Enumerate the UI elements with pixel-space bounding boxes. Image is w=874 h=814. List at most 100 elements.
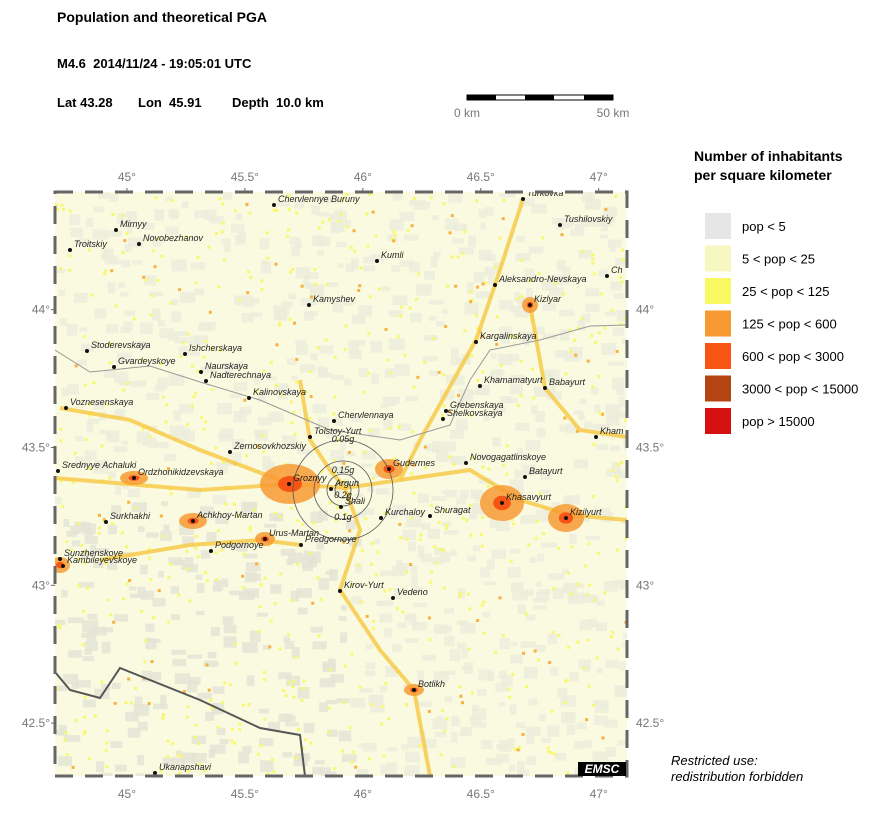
- land-cell: [601, 342, 617, 355]
- land-cell: [351, 340, 366, 346]
- pop-cell: [314, 282, 318, 286]
- land-cell: [152, 237, 162, 247]
- land-cell: [268, 411, 284, 422]
- pop-cell: [270, 758, 274, 762]
- pop-cell: [576, 640, 580, 644]
- pop-cell: [83, 695, 87, 699]
- pop-cell: [368, 295, 372, 299]
- land-cell: [421, 654, 436, 661]
- pop-cell: [347, 450, 351, 454]
- lat-tick-label: 44°: [32, 303, 50, 317]
- land-cell: [291, 245, 300, 257]
- land-cell: [111, 505, 122, 517]
- pop-cell: [332, 412, 336, 416]
- pop-cell: [165, 403, 169, 407]
- land-cell: [415, 523, 426, 528]
- pop-cell: [611, 630, 615, 634]
- event: M4.6 2014/11/24 - 19:05:01 UTC: [57, 56, 252, 71]
- pop-cell: [300, 699, 304, 703]
- pop-cell: [591, 261, 595, 265]
- land-cell: [200, 506, 214, 517]
- pop-cell: [501, 217, 505, 221]
- pop-cell: [480, 544, 484, 548]
- pop-cell: [65, 753, 69, 757]
- pop-cell: [563, 416, 567, 420]
- land-cell: [562, 585, 571, 594]
- city-dot: [379, 516, 383, 520]
- land-cell: [393, 588, 401, 600]
- pop-cell: [374, 234, 378, 238]
- land-cell: [334, 209, 343, 216]
- pop-cell: [248, 528, 252, 532]
- legend-title: per square kilometer: [694, 167, 832, 183]
- land-cell: [248, 573, 261, 581]
- pop-cell: [248, 525, 252, 529]
- land-cell: [542, 333, 558, 340]
- pop-cell: [220, 230, 224, 234]
- pop-cell: [482, 600, 486, 604]
- city-dot: [263, 537, 267, 541]
- land-cell: [181, 201, 189, 209]
- land-cell: [352, 314, 366, 324]
- land-cell: [194, 210, 208, 219]
- land-cell: [135, 773, 145, 776]
- city-label: Vedeno: [397, 587, 428, 597]
- land-cell: [459, 489, 469, 500]
- land-cell: [394, 364, 410, 376]
- city-dot: [228, 450, 232, 454]
- land-cell: [491, 549, 506, 559]
- pop-cell: [502, 463, 506, 467]
- pop-cell: [152, 616, 156, 620]
- land-cell: [101, 683, 111, 691]
- land-cell: [127, 237, 144, 248]
- lat: Lat 43.28: [57, 95, 113, 110]
- pop-cell: [586, 593, 590, 597]
- pop-cell: [557, 546, 561, 550]
- pop-cell: [151, 294, 155, 298]
- pop-cell: [103, 272, 107, 276]
- land-cell: [578, 659, 592, 669]
- city-dot: [308, 435, 312, 439]
- land-cell: [623, 633, 627, 639]
- pop-cell: [242, 703, 246, 707]
- land-cell: [117, 282, 125, 289]
- pop-cell: [316, 346, 320, 350]
- land-cell: [592, 423, 606, 430]
- land-cell: [66, 383, 79, 395]
- pop-cell: [256, 752, 260, 756]
- land-cell: [231, 438, 245, 450]
- pop-cell: [357, 288, 361, 292]
- pop-cell: [405, 570, 409, 574]
- land-cell: [84, 450, 97, 460]
- land-cell: [61, 387, 69, 397]
- land-cell: [296, 588, 313, 598]
- city-label: Podgornoye: [215, 540, 264, 550]
- pop-cell: [241, 586, 245, 590]
- pop-cell: [169, 492, 173, 496]
- city-dot: [104, 520, 108, 524]
- pop-cell: [90, 293, 94, 297]
- land-cell: [60, 317, 67, 326]
- land-cell: [290, 590, 300, 602]
- pop-cell: [505, 444, 509, 448]
- land-cell: [260, 760, 274, 772]
- pop-cell: [469, 533, 473, 537]
- land-cell: [623, 438, 627, 449]
- land-cell: [620, 687, 627, 697]
- land-cell: [330, 221, 341, 234]
- lon-tick-label: 46.5°: [467, 787, 495, 801]
- land-cell: [86, 421, 94, 433]
- land-cell: [69, 214, 81, 225]
- land-cell: [594, 715, 609, 726]
- land-cell: [396, 622, 407, 629]
- pop-cell: [468, 503, 472, 507]
- land-cell: [376, 487, 390, 495]
- pop-cell: [416, 375, 420, 379]
- land-cell: [75, 456, 91, 466]
- land-cell: [165, 226, 179, 236]
- land-cell: [441, 670, 456, 675]
- pop-cell: [405, 537, 409, 541]
- land-cell: [599, 423, 610, 432]
- pop-cell: [320, 469, 324, 473]
- city-dot: [428, 514, 432, 518]
